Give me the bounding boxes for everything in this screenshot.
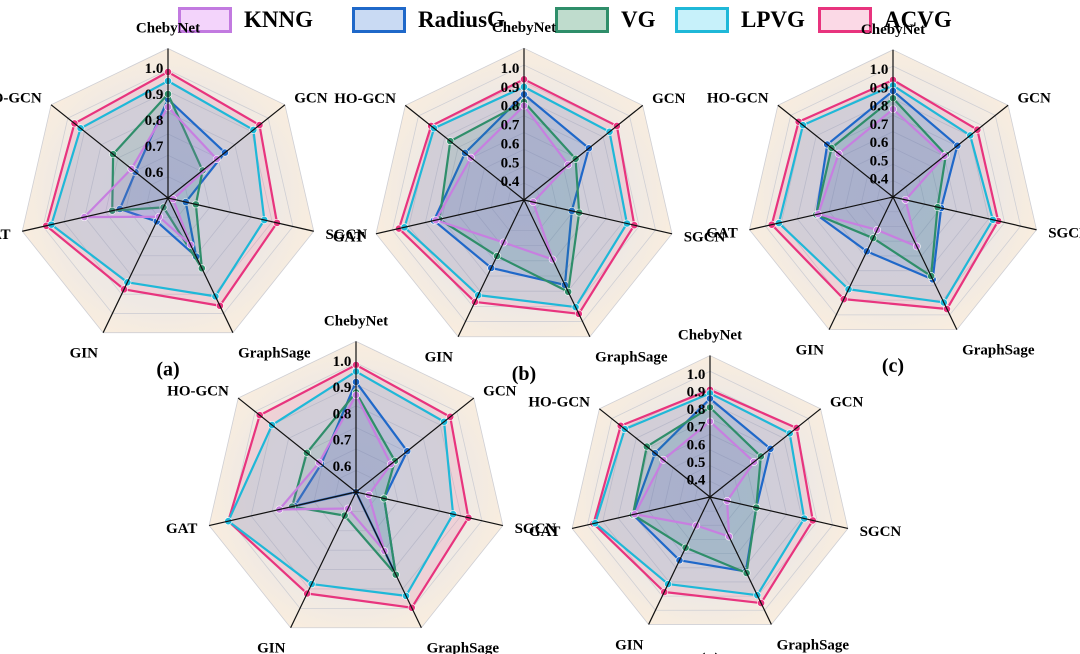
tick-label: 0.4 bbox=[687, 472, 706, 488]
tick-label: 0.6 bbox=[687, 437, 706, 453]
tick-label: 0.8 bbox=[687, 402, 706, 418]
axis-label-sgcn: SGCN bbox=[860, 524, 902, 540]
axis-label-ho-gcn: HO-GCN bbox=[528, 394, 590, 410]
axis-label-gat: GAT bbox=[529, 524, 560, 540]
tick-label: 0.7 bbox=[687, 420, 706, 436]
tick-label: 0.9 bbox=[687, 385, 706, 401]
axis-label-gcn: GCN bbox=[830, 394, 864, 410]
axis-label-gin: GIN bbox=[615, 637, 644, 653]
tick-label: 1.0 bbox=[687, 367, 706, 383]
axis-label-chebynet: ChebyNet bbox=[678, 328, 742, 344]
panel-label: (e) bbox=[699, 649, 721, 654]
axis-label-graphsage: GraphSage bbox=[777, 637, 850, 653]
tick-label: 0.5 bbox=[687, 455, 706, 471]
